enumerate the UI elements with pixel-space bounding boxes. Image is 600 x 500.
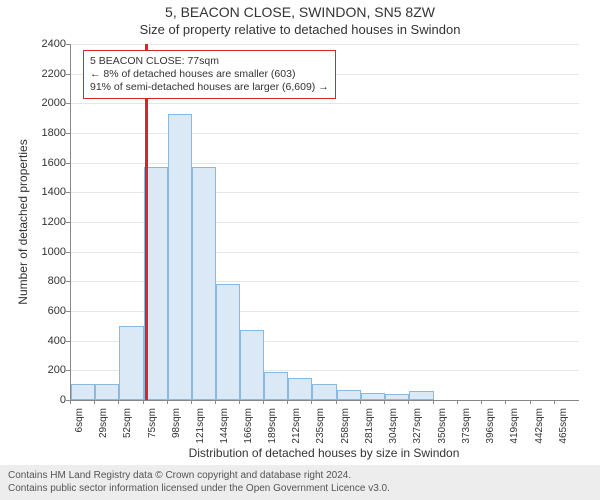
y-tick-mark (66, 103, 70, 104)
histogram-bar (95, 384, 119, 400)
x-tick-label: 29sqm (98, 408, 109, 458)
y-tick-label: 800 (26, 275, 66, 287)
y-tick-label: 1600 (26, 157, 66, 169)
y-tick-label: 400 (26, 335, 66, 347)
x-tick-label: 396sqm (485, 408, 496, 458)
y-tick-mark (66, 281, 70, 282)
y-tick-label: 1800 (26, 127, 66, 139)
y-tick-mark (66, 370, 70, 371)
x-tick-mark (94, 400, 95, 404)
x-tick-mark (143, 400, 144, 404)
x-tick-label: 304sqm (388, 408, 399, 458)
x-tick-label: 121sqm (195, 408, 206, 458)
plot-area: 5 BEACON CLOSE: 77sqm ← 8% of detached h… (70, 44, 579, 401)
annotation-line2: ← 8% of detached houses are smaller (603… (90, 68, 329, 81)
y-tick-mark (66, 133, 70, 134)
x-tick-mark (191, 400, 192, 404)
y-tick-mark (66, 44, 70, 45)
x-tick-label: 350sqm (437, 408, 448, 458)
y-tick-label: 0 (26, 394, 66, 406)
x-tick-mark (287, 400, 288, 404)
x-tick-mark (118, 400, 119, 404)
x-tick-mark (505, 400, 506, 404)
y-tick-mark (66, 222, 70, 223)
y-tick-mark (66, 163, 70, 164)
histogram-bar (409, 391, 433, 400)
y-tick-label: 2000 (26, 97, 66, 109)
annotation-line1: 5 BEACON CLOSE: 77sqm (90, 55, 329, 68)
x-tick-mark (360, 400, 361, 404)
x-tick-label: 6sqm (74, 408, 85, 458)
y-tick-label: 200 (26, 364, 66, 376)
y-tick-mark (66, 311, 70, 312)
chart-title: 5, BEACON CLOSE, SWINDON, SN5 8ZW (0, 4, 600, 20)
x-tick-mark (408, 400, 409, 404)
histogram-bar (168, 114, 192, 400)
footer-line2: Contains public sector information licen… (8, 483, 592, 496)
histogram-bar (337, 390, 361, 400)
histogram-bar (288, 378, 312, 400)
x-tick-mark (167, 400, 168, 404)
x-tick-label: 235sqm (315, 408, 326, 458)
x-tick-mark (70, 400, 71, 404)
y-tick-label: 1200 (26, 216, 66, 228)
x-tick-mark (263, 400, 264, 404)
histogram-bar (71, 384, 95, 400)
x-tick-mark (311, 400, 312, 404)
chart-frame: { "meta": { "address_line": "5, BEACON C… (0, 0, 600, 500)
x-tick-label: 144sqm (219, 408, 230, 458)
x-tick-label: 258sqm (340, 408, 351, 458)
x-tick-mark (457, 400, 458, 404)
y-tick-mark (66, 74, 70, 75)
histogram-bar (216, 284, 239, 400)
y-tick-label: 1000 (26, 246, 66, 258)
annotation-line3: 91% of semi-detached houses are larger (… (90, 81, 329, 94)
histogram-bar (192, 167, 216, 400)
x-tick-mark (215, 400, 216, 404)
x-tick-label: 281sqm (364, 408, 375, 458)
x-tick-label: 442sqm (534, 408, 545, 458)
x-tick-label: 189sqm (267, 408, 278, 458)
histogram-bar (119, 326, 143, 400)
x-tick-label: 98sqm (171, 408, 182, 458)
footer: Contains HM Land Registry data © Crown c… (0, 465, 600, 500)
x-tick-label: 419sqm (509, 408, 520, 458)
footer-line1: Contains HM Land Registry data © Crown c… (8, 470, 592, 483)
x-tick-label: 465sqm (558, 408, 569, 458)
y-tick-label: 600 (26, 305, 66, 317)
x-tick-label: 52sqm (122, 408, 133, 458)
x-tick-mark (336, 400, 337, 404)
chart-subtitle: Size of property relative to detached ho… (0, 22, 600, 37)
x-tick-label: 166sqm (243, 408, 254, 458)
y-tick-label: 2200 (26, 68, 66, 80)
histogram-bar (385, 394, 409, 400)
x-tick-mark (239, 400, 240, 404)
histogram-bar (312, 384, 336, 400)
y-tick-mark (66, 252, 70, 253)
x-tick-mark (384, 400, 385, 404)
y-tick-label: 1400 (26, 186, 66, 198)
histogram-bar (361, 393, 385, 400)
y-tick-mark (66, 192, 70, 193)
histogram-bar (240, 330, 264, 400)
x-tick-mark (433, 400, 434, 404)
x-tick-mark (554, 400, 555, 404)
y-tick-mark (66, 341, 70, 342)
x-tick-mark (481, 400, 482, 404)
x-tick-label: 327sqm (412, 408, 423, 458)
x-tick-label: 373sqm (461, 408, 472, 458)
y-tick-label: 2400 (26, 38, 66, 50)
histogram-bar (264, 372, 288, 400)
x-tick-label: 75sqm (147, 408, 158, 458)
x-tick-label: 212sqm (291, 408, 302, 458)
annotation-box: 5 BEACON CLOSE: 77sqm ← 8% of detached h… (83, 50, 336, 99)
x-tick-mark (530, 400, 531, 404)
